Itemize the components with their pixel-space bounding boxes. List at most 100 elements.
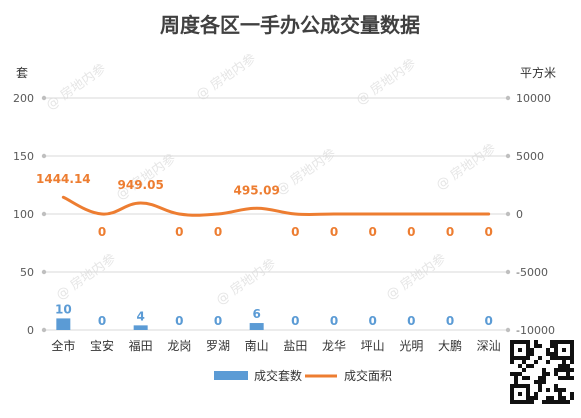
qr-cell — [514, 356, 518, 360]
qr-cell — [542, 380, 546, 384]
tick-dot — [506, 96, 510, 100]
qr-cell — [546, 348, 550, 352]
bar-value-label: 0 — [330, 314, 338, 328]
x-axis-label: 大鹏 — [438, 339, 462, 353]
watermark-text: @ 房地内参 — [193, 51, 259, 104]
y-right-tick: 0 — [516, 208, 523, 221]
qr-cell — [518, 392, 522, 396]
qr-cell — [526, 396, 530, 400]
tick-dot — [506, 270, 510, 274]
qr-cell — [510, 344, 514, 348]
x-axis-label: 光明 — [399, 339, 423, 353]
watermark-text: @ 房地内参 — [113, 151, 179, 204]
watermark-text: @ 房地内参 — [273, 146, 339, 199]
watermark-layer: @ 房地内参 @ 房地内参 @ 房地内参@ 房地内参 @ 房地内参 @ 房地内参@ 房地… — [43, 51, 499, 309]
qr-cell — [558, 368, 562, 372]
qr-cell — [558, 388, 562, 392]
qr-cell — [550, 356, 554, 360]
qr-cell — [562, 360, 566, 364]
qr-cell — [570, 340, 574, 344]
qr-cell — [518, 400, 522, 404]
watermark-text: @ 房地内参 — [353, 56, 419, 109]
qr-cell — [526, 384, 530, 388]
qr-cell — [558, 396, 562, 400]
qr-cell — [534, 340, 538, 344]
qr-cell — [550, 344, 554, 348]
qr-cell — [510, 356, 514, 360]
line-value-label: 0 — [368, 225, 376, 239]
qr-cell — [562, 340, 566, 344]
qr-cell — [526, 364, 530, 368]
x-axis-label: 宝安 — [90, 338, 114, 353]
qr-cell — [558, 340, 562, 344]
legend-swatch-bar — [214, 371, 248, 380]
qr-cell — [558, 376, 562, 380]
x-axis-label: 福田 — [129, 338, 153, 353]
y-right-tick: -5000 — [516, 266, 548, 279]
qr-cell — [554, 388, 558, 392]
qr-cell — [514, 384, 518, 388]
qr-cell — [538, 380, 542, 384]
qr-cell — [534, 380, 538, 384]
qr-cell — [522, 360, 526, 364]
y-left-unit: 套 — [16, 66, 28, 80]
qr-cell — [534, 344, 538, 348]
qr-cell — [550, 400, 554, 404]
legend: 成交套数 成交面积 — [214, 368, 392, 383]
qr-cell — [570, 356, 574, 360]
qr-cell — [526, 344, 530, 348]
qr-cell — [514, 380, 518, 384]
qr-cell — [534, 360, 538, 364]
qr-cell — [538, 376, 542, 380]
qr-cell — [562, 368, 566, 372]
qr-cell — [522, 400, 526, 404]
line-value-label: 1444.14 — [36, 172, 91, 186]
qr-cell — [510, 348, 514, 352]
qr-cell — [522, 376, 526, 380]
qr-cell — [554, 356, 558, 360]
x-axis-label: 深汕 — [477, 339, 501, 353]
qr-cell — [526, 392, 530, 396]
qr-cell — [514, 376, 518, 380]
qr-cell — [570, 392, 574, 396]
x-axis-label: 龙华 — [322, 339, 346, 353]
qr-cell — [526, 400, 530, 404]
qr-cell — [534, 396, 538, 400]
watermark-text: @ 房地内参 — [213, 256, 279, 309]
watermark-text: @ 房地内参 — [383, 251, 449, 304]
qr-cell — [562, 348, 566, 352]
chart-title: 周度各区一手办公成交量数据 — [160, 13, 420, 37]
data-labels: 100 4 0 0 6 0 0 0 0 0 01444.140949.050 0495.090 0 0 0 0… — [36, 172, 493, 328]
qr-cell — [510, 388, 514, 392]
qr-cell — [554, 348, 558, 352]
qr-cell — [566, 400, 570, 404]
qr-cell — [558, 400, 562, 404]
legend-label-bar: 成交套数 — [254, 368, 302, 383]
qr-cell — [514, 372, 518, 376]
bar-value-label: 0 — [446, 314, 454, 328]
qr-cell — [558, 392, 562, 396]
qr-cell — [534, 392, 538, 396]
qr-cell — [546, 388, 550, 392]
qr-cell — [538, 356, 542, 360]
qr-cell — [538, 388, 542, 392]
qr-cell — [510, 400, 514, 404]
qr-cell — [562, 364, 566, 368]
tick-dot — [506, 212, 510, 216]
y-left-tick: 0 — [27, 324, 34, 337]
x-axis-label: 全市 — [51, 338, 75, 353]
qr-cell — [562, 400, 566, 404]
bar-value-label: 0 — [484, 314, 492, 328]
qr-cell — [554, 384, 558, 388]
tick-dot — [506, 154, 510, 158]
qr-cell — [554, 368, 558, 372]
qr-code — [508, 338, 576, 406]
qr-cell — [570, 396, 574, 400]
qr-cell — [570, 360, 574, 364]
qr-cell — [562, 396, 566, 400]
tick-dot — [42, 96, 46, 100]
qr-cell — [518, 364, 522, 368]
tick-dot — [506, 328, 510, 332]
qr-cell — [566, 368, 570, 372]
